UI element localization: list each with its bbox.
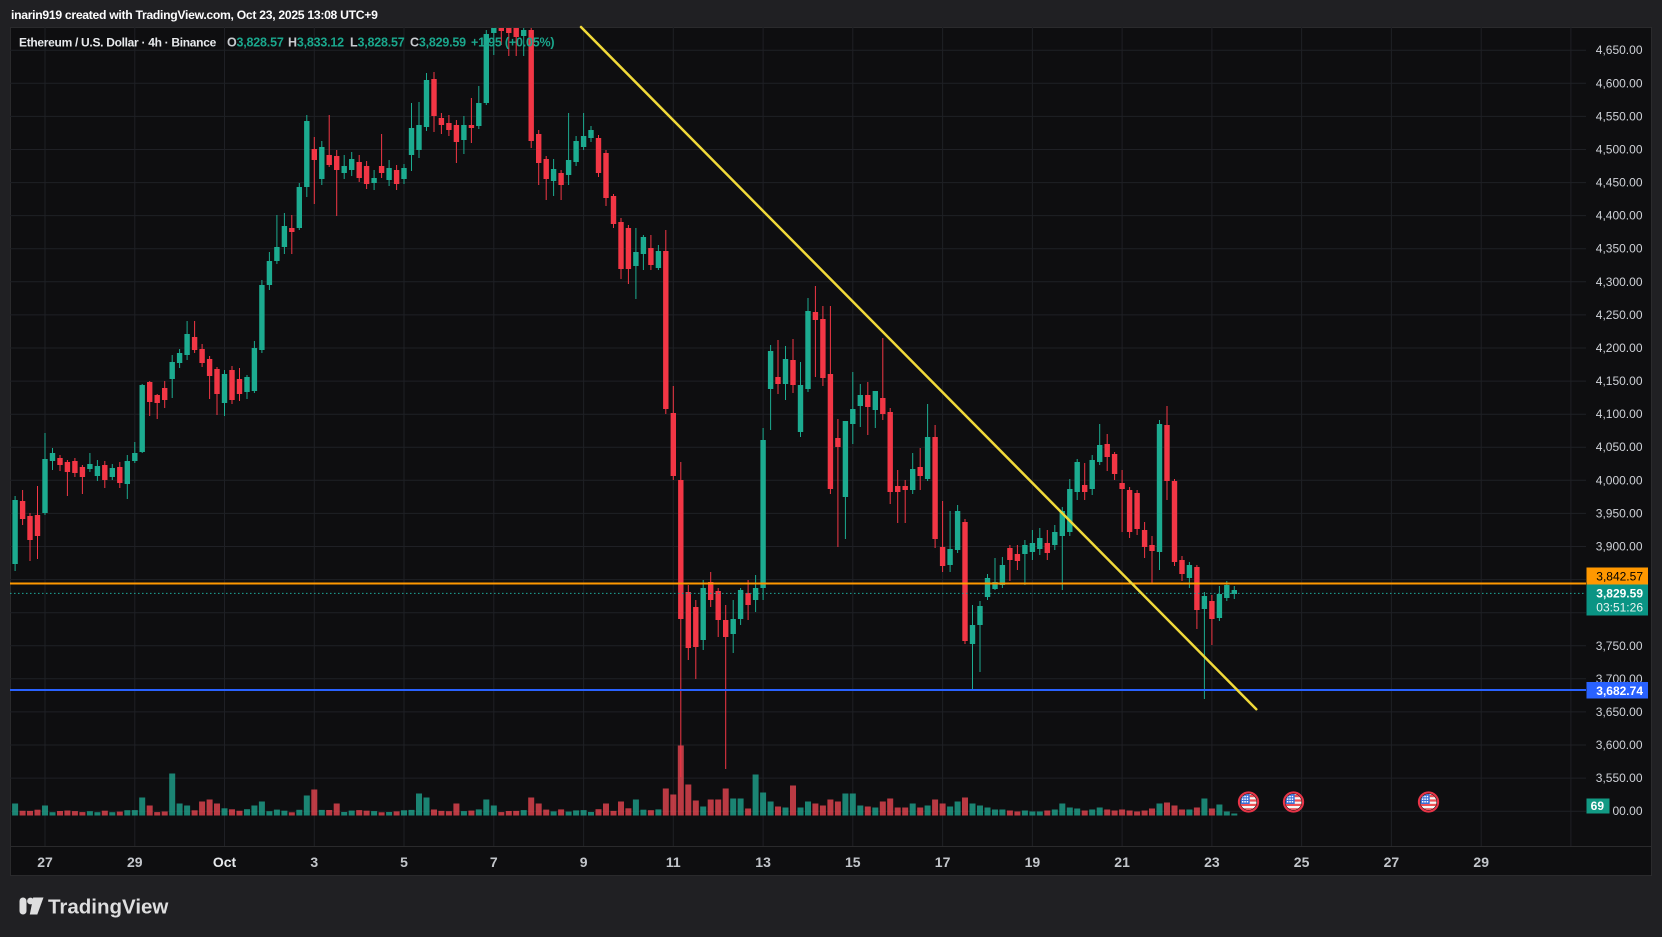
svg-text:3,650.00: 3,650.00 xyxy=(1596,705,1643,719)
svg-text:3,829.59: 3,829.59 xyxy=(1596,587,1643,601)
svg-text:03:51:26: 03:51:26 xyxy=(1596,601,1643,615)
svg-text:4,150.00: 4,150.00 xyxy=(1596,374,1643,388)
svg-text:3,842.57: 3,842.57 xyxy=(1596,570,1643,584)
svg-text:29: 29 xyxy=(1473,854,1489,870)
svg-text:C3,829.59: C3,829.59 xyxy=(410,36,466,50)
svg-text:17: 17 xyxy=(935,854,951,870)
svg-text:29: 29 xyxy=(127,854,143,870)
svg-text:7: 7 xyxy=(490,854,498,870)
svg-text:69: 69 xyxy=(1591,799,1605,813)
svg-text:4,600.00: 4,600.00 xyxy=(1596,76,1643,90)
svg-text:3: 3 xyxy=(310,854,318,870)
svg-text:4,250.00: 4,250.00 xyxy=(1596,308,1643,322)
svg-text:+1.95 (+0.05%): +1.95 (+0.05%) xyxy=(471,36,554,50)
svg-text:L3,828.57: L3,828.57 xyxy=(350,36,405,50)
svg-text:27: 27 xyxy=(37,854,53,870)
svg-text:3,550.00: 3,550.00 xyxy=(1596,771,1643,785)
svg-text:27: 27 xyxy=(1384,854,1400,870)
svg-text:3,750.00: 3,750.00 xyxy=(1596,639,1643,653)
svg-text:00.00: 00.00 xyxy=(1612,804,1642,818)
svg-text:21: 21 xyxy=(1114,854,1130,870)
svg-text:5: 5 xyxy=(400,854,408,870)
svg-text:Oct: Oct xyxy=(213,854,237,870)
svg-text:4,400.00: 4,400.00 xyxy=(1596,209,1643,223)
svg-text:9: 9 xyxy=(580,854,588,870)
svg-text:4,300.00: 4,300.00 xyxy=(1596,275,1643,289)
svg-text:inarin919 created with Trading: inarin919 created with TradingView.com, … xyxy=(11,8,378,22)
svg-text:3,682.74: 3,682.74 xyxy=(1596,684,1643,698)
svg-text:13: 13 xyxy=(755,854,771,870)
svg-text:19: 19 xyxy=(1025,854,1041,870)
svg-text:4,500.00: 4,500.00 xyxy=(1596,143,1643,157)
svg-text:4,450.00: 4,450.00 xyxy=(1596,176,1643,190)
svg-text:4,350.00: 4,350.00 xyxy=(1596,242,1643,256)
svg-text:TradingView: TradingView xyxy=(48,896,168,919)
svg-text:H3,833.12: H3,833.12 xyxy=(288,36,344,50)
svg-text:11: 11 xyxy=(666,854,681,870)
svg-text:O3,828.57: O3,828.57 xyxy=(227,36,284,50)
svg-text:4,650.00: 4,650.00 xyxy=(1596,43,1643,57)
svg-text:25: 25 xyxy=(1294,854,1310,870)
svg-text:4,000.00: 4,000.00 xyxy=(1596,473,1643,487)
svg-text:4,050.00: 4,050.00 xyxy=(1596,440,1643,454)
svg-text:4,550.00: 4,550.00 xyxy=(1596,109,1643,123)
svg-text:4,200.00: 4,200.00 xyxy=(1596,341,1643,355)
svg-text:23: 23 xyxy=(1204,854,1220,870)
svg-text:Ethereum / U.S. Dollar · 4h ·: Ethereum / U.S. Dollar · 4h · Binance xyxy=(19,36,217,50)
svg-text:4,100.00: 4,100.00 xyxy=(1596,407,1643,421)
svg-text:3,900.00: 3,900.00 xyxy=(1596,540,1643,554)
svg-text:3,950.00: 3,950.00 xyxy=(1596,506,1643,520)
svg-text:15: 15 xyxy=(845,854,861,870)
svg-text:3,600.00: 3,600.00 xyxy=(1596,738,1643,752)
